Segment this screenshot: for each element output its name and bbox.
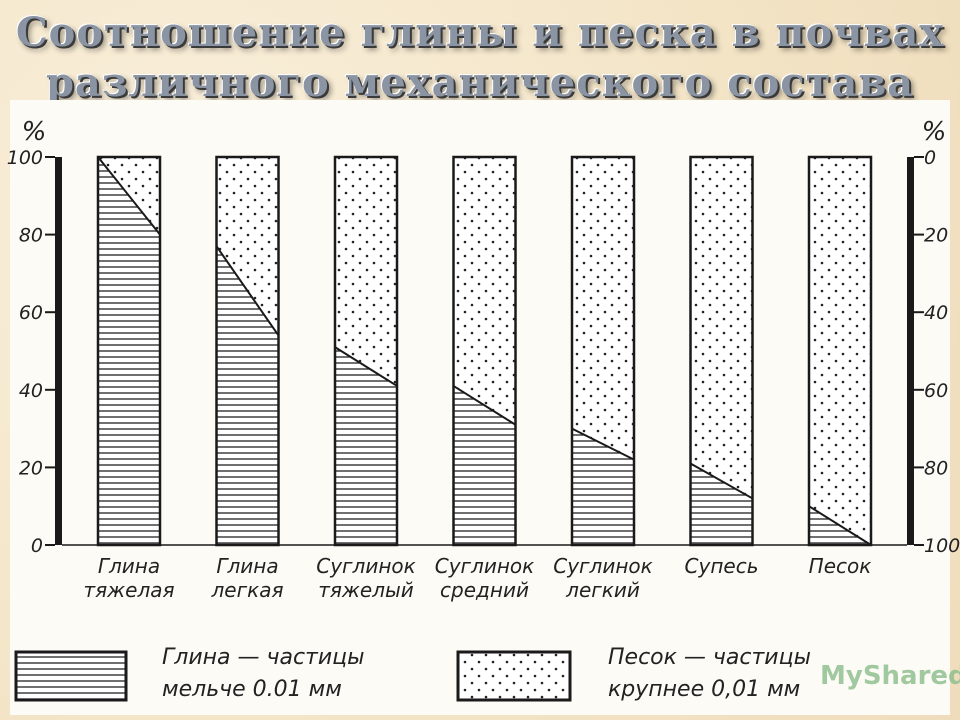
clay-sand-boundary — [690, 462, 753, 500]
soil-bar — [215, 155, 280, 547]
sand-region — [216, 157, 279, 336]
clay-region — [453, 385, 516, 545]
soil-bar — [807, 155, 873, 547]
category-label-line1: Глина — [216, 554, 278, 578]
right-tick-label: 0 — [924, 147, 936, 169]
title-line-1: Соотношение глины и песка в почвах — [15, 9, 945, 56]
category-label-line2: средний — [440, 578, 529, 602]
sand-region — [809, 157, 871, 545]
category-label-line1: Глина — [98, 554, 160, 578]
left-axis — [55, 157, 62, 545]
soil-bar — [452, 155, 517, 547]
category-label-line2: тяжелая — [83, 578, 174, 602]
right-axis-unit: % — [922, 117, 947, 147]
right-tick-label: 60 — [924, 380, 948, 402]
category-label-line1: Суглинок — [316, 554, 415, 578]
right-tick-label: 100 — [924, 535, 960, 557]
clay-region — [216, 246, 279, 546]
clay-sand-boundary — [571, 427, 635, 461]
clay-region — [690, 463, 753, 545]
left-tick-label: 60 — [19, 302, 43, 324]
bar-outline — [570, 155, 636, 547]
bar-outline — [96, 155, 162, 547]
clay-region — [572, 428, 634, 545]
watermark-logo: MyShared — [820, 661, 960, 691]
clay-region — [98, 157, 160, 545]
clay-sand-boundary — [97, 156, 161, 236]
legend-swatch-clay — [14, 650, 128, 702]
right-tick-label: 20 — [924, 225, 948, 247]
legend-label-line2: мельче 0.01 мм — [162, 677, 342, 702]
bar-outline — [807, 155, 873, 547]
sand-region — [690, 157, 753, 499]
category-label-line2: легкий — [565, 578, 640, 602]
sand-region — [453, 157, 516, 425]
category-label-line1: Песок — [809, 554, 872, 578]
soil-bar — [96, 155, 162, 547]
sand-region — [335, 157, 397, 386]
clay-sand-boundary — [808, 505, 872, 546]
legend-item: Глина — частицы мельче 0.01 мм — [14, 645, 365, 702]
right-axis — [907, 157, 914, 545]
title-line-2: различного механического состава — [45, 59, 915, 106]
category-label-line2: тяжелый — [318, 578, 414, 602]
bar-outline — [689, 155, 754, 547]
bar-outline — [333, 155, 399, 547]
right-tick-label: 40 — [924, 302, 948, 324]
clay-sand-boundary — [215, 245, 280, 337]
left-tick-label: 80 — [19, 225, 43, 247]
category-label-line1: Супесь — [685, 554, 759, 578]
category-label-line2: легкая — [211, 578, 284, 602]
clay-region — [335, 347, 397, 545]
category-label-line1: Суглинок — [553, 554, 652, 578]
category-label-line1: Суглинок — [435, 554, 534, 578]
right-tick-label: 80 — [924, 457, 948, 479]
legend-label-line2: крупнее 0,01 мм — [608, 677, 800, 702]
soil-bar — [689, 155, 754, 547]
legend-item: Песок — частицы крупнее 0,01 мм — [456, 645, 811, 702]
left-tick-label: 100 — [7, 147, 43, 169]
legend-label-line1: Глина — частицы — [162, 645, 365, 670]
left-axis-unit: % — [22, 117, 47, 147]
bar-outline — [452, 155, 517, 547]
clay-sand-boundary — [452, 385, 517, 426]
sand-region — [572, 157, 634, 460]
legend-label-line1: Песок — частицы — [608, 645, 811, 670]
slide-title: Соотношение глины и песка в почвах разли… — [0, 8, 960, 108]
left-tick-label: 40 — [19, 380, 43, 402]
soil-bar — [333, 155, 399, 547]
left-tick-label: 20 — [19, 457, 43, 479]
soil-bar — [570, 155, 636, 547]
legend-swatch-sand — [456, 650, 572, 702]
clay-sand-boundary — [334, 346, 398, 387]
left-tick-label: 0 — [31, 535, 43, 557]
bar-outline — [215, 155, 280, 547]
